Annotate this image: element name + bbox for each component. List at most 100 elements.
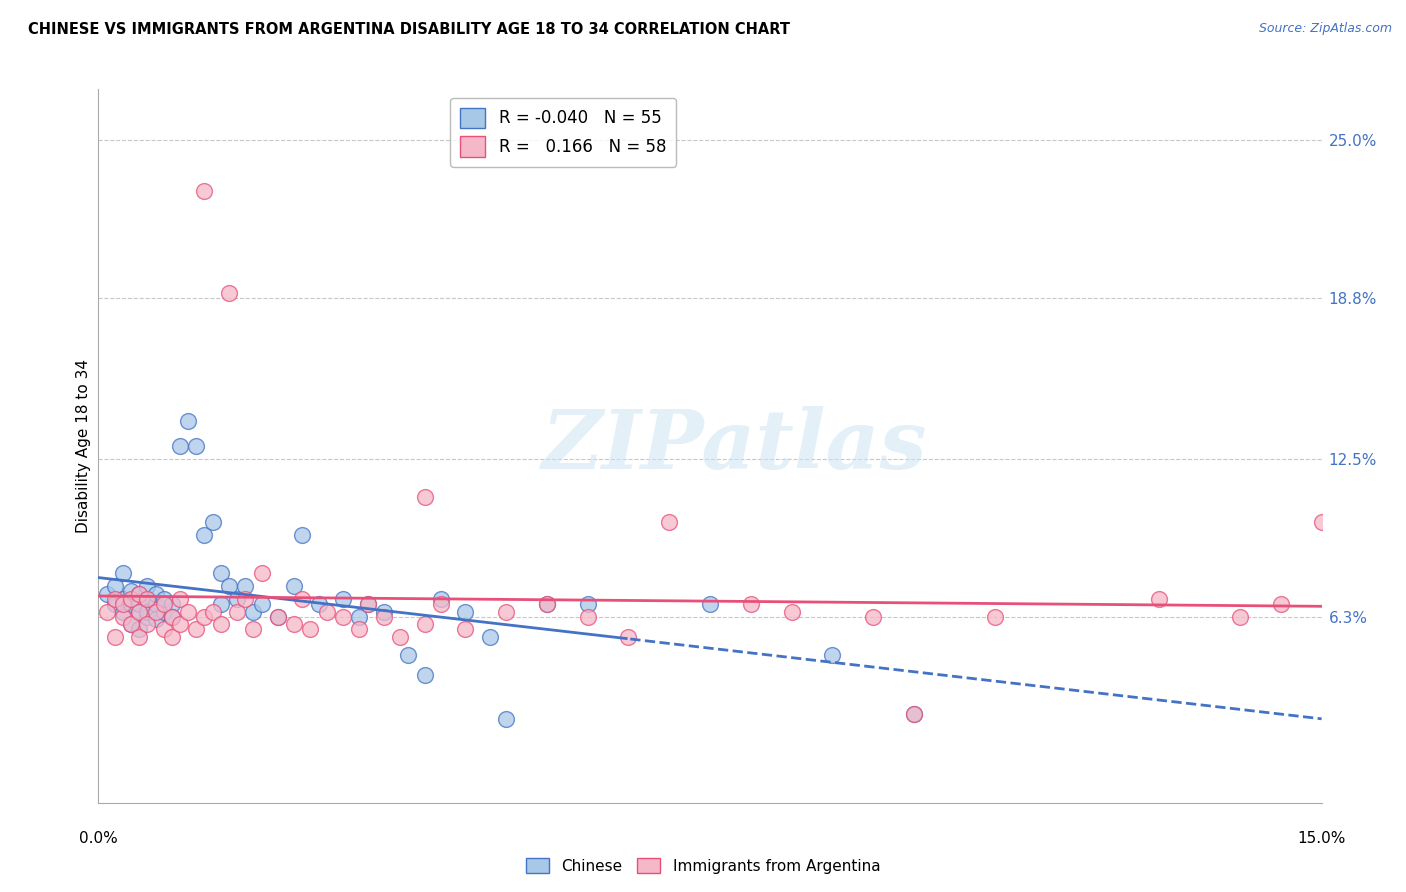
Point bbox=[903, 706, 925, 721]
Point bbox=[104, 579, 127, 593]
Point bbox=[454, 623, 477, 637]
Point bbox=[242, 605, 264, 619]
Point bbox=[576, 609, 599, 624]
Point bbox=[349, 623, 371, 637]
Point bbox=[120, 617, 142, 632]
Point bbox=[160, 597, 183, 611]
Point bbox=[495, 712, 517, 726]
Point bbox=[96, 587, 118, 601]
Point bbox=[111, 597, 134, 611]
Point bbox=[233, 591, 256, 606]
Point bbox=[389, 630, 412, 644]
Point bbox=[104, 597, 127, 611]
Point bbox=[349, 609, 371, 624]
Point bbox=[373, 609, 395, 624]
Point bbox=[576, 597, 599, 611]
Point bbox=[111, 605, 134, 619]
Point bbox=[495, 605, 517, 619]
Point bbox=[128, 587, 150, 601]
Point bbox=[169, 439, 191, 453]
Point bbox=[177, 605, 200, 619]
Y-axis label: Disability Age 18 to 34: Disability Age 18 to 34 bbox=[76, 359, 91, 533]
Point bbox=[332, 591, 354, 606]
Point bbox=[128, 587, 150, 601]
Point bbox=[478, 630, 501, 644]
Point bbox=[186, 439, 208, 453]
Point bbox=[136, 609, 159, 624]
Point bbox=[136, 579, 159, 593]
Point bbox=[136, 591, 159, 606]
Point bbox=[299, 623, 322, 637]
Point bbox=[617, 630, 640, 644]
Point bbox=[111, 566, 134, 581]
Point bbox=[413, 617, 436, 632]
Text: 15.0%: 15.0% bbox=[1298, 831, 1346, 846]
Point bbox=[226, 605, 249, 619]
Point bbox=[291, 591, 314, 606]
Point bbox=[128, 623, 150, 637]
Point bbox=[1147, 591, 1170, 606]
Point bbox=[128, 605, 150, 619]
Point bbox=[862, 609, 884, 624]
Point bbox=[186, 623, 208, 637]
Point bbox=[128, 630, 150, 644]
Point bbox=[356, 597, 378, 611]
Legend: Chinese, Immigrants from Argentina: Chinese, Immigrants from Argentina bbox=[520, 852, 886, 880]
Point bbox=[780, 605, 803, 619]
Point bbox=[903, 706, 925, 721]
Point bbox=[169, 617, 191, 632]
Point bbox=[209, 566, 232, 581]
Point bbox=[152, 605, 174, 619]
Point bbox=[152, 597, 174, 611]
Point bbox=[96, 605, 118, 619]
Point bbox=[536, 597, 558, 611]
Point bbox=[136, 591, 159, 606]
Point bbox=[145, 597, 167, 611]
Point bbox=[120, 597, 142, 611]
Text: ZIPatlas: ZIPatlas bbox=[541, 406, 927, 486]
Point bbox=[267, 609, 290, 624]
Text: 0.0%: 0.0% bbox=[79, 831, 118, 846]
Point bbox=[201, 516, 224, 530]
Point bbox=[209, 597, 232, 611]
Point bbox=[1270, 597, 1292, 611]
Point bbox=[413, 668, 436, 682]
Legend: R = -0.040   N = 55, R =   0.166   N = 58: R = -0.040 N = 55, R = 0.166 N = 58 bbox=[450, 97, 676, 167]
Point bbox=[111, 609, 134, 624]
Point bbox=[104, 630, 127, 644]
Point bbox=[242, 623, 264, 637]
Point bbox=[120, 584, 142, 599]
Point bbox=[430, 597, 453, 611]
Point bbox=[104, 591, 127, 606]
Point bbox=[250, 566, 273, 581]
Point bbox=[536, 597, 558, 611]
Point bbox=[658, 516, 681, 530]
Point bbox=[267, 609, 290, 624]
Text: Source: ZipAtlas.com: Source: ZipAtlas.com bbox=[1258, 22, 1392, 36]
Point bbox=[283, 617, 305, 632]
Point bbox=[145, 605, 167, 619]
Point bbox=[136, 605, 159, 619]
Point bbox=[201, 605, 224, 619]
Point bbox=[1229, 609, 1251, 624]
Point bbox=[308, 597, 330, 611]
Point bbox=[454, 605, 477, 619]
Point bbox=[128, 597, 150, 611]
Point bbox=[283, 579, 305, 593]
Point bbox=[145, 587, 167, 601]
Point bbox=[218, 579, 240, 593]
Point bbox=[233, 579, 256, 593]
Point bbox=[984, 609, 1007, 624]
Point bbox=[193, 184, 215, 198]
Point bbox=[193, 528, 215, 542]
Point bbox=[120, 617, 142, 632]
Point bbox=[177, 413, 200, 427]
Point bbox=[332, 609, 354, 624]
Point bbox=[226, 591, 249, 606]
Point bbox=[160, 630, 183, 644]
Point bbox=[699, 597, 721, 611]
Point bbox=[356, 597, 378, 611]
Point bbox=[128, 605, 150, 619]
Point bbox=[145, 612, 167, 626]
Point bbox=[396, 648, 419, 662]
